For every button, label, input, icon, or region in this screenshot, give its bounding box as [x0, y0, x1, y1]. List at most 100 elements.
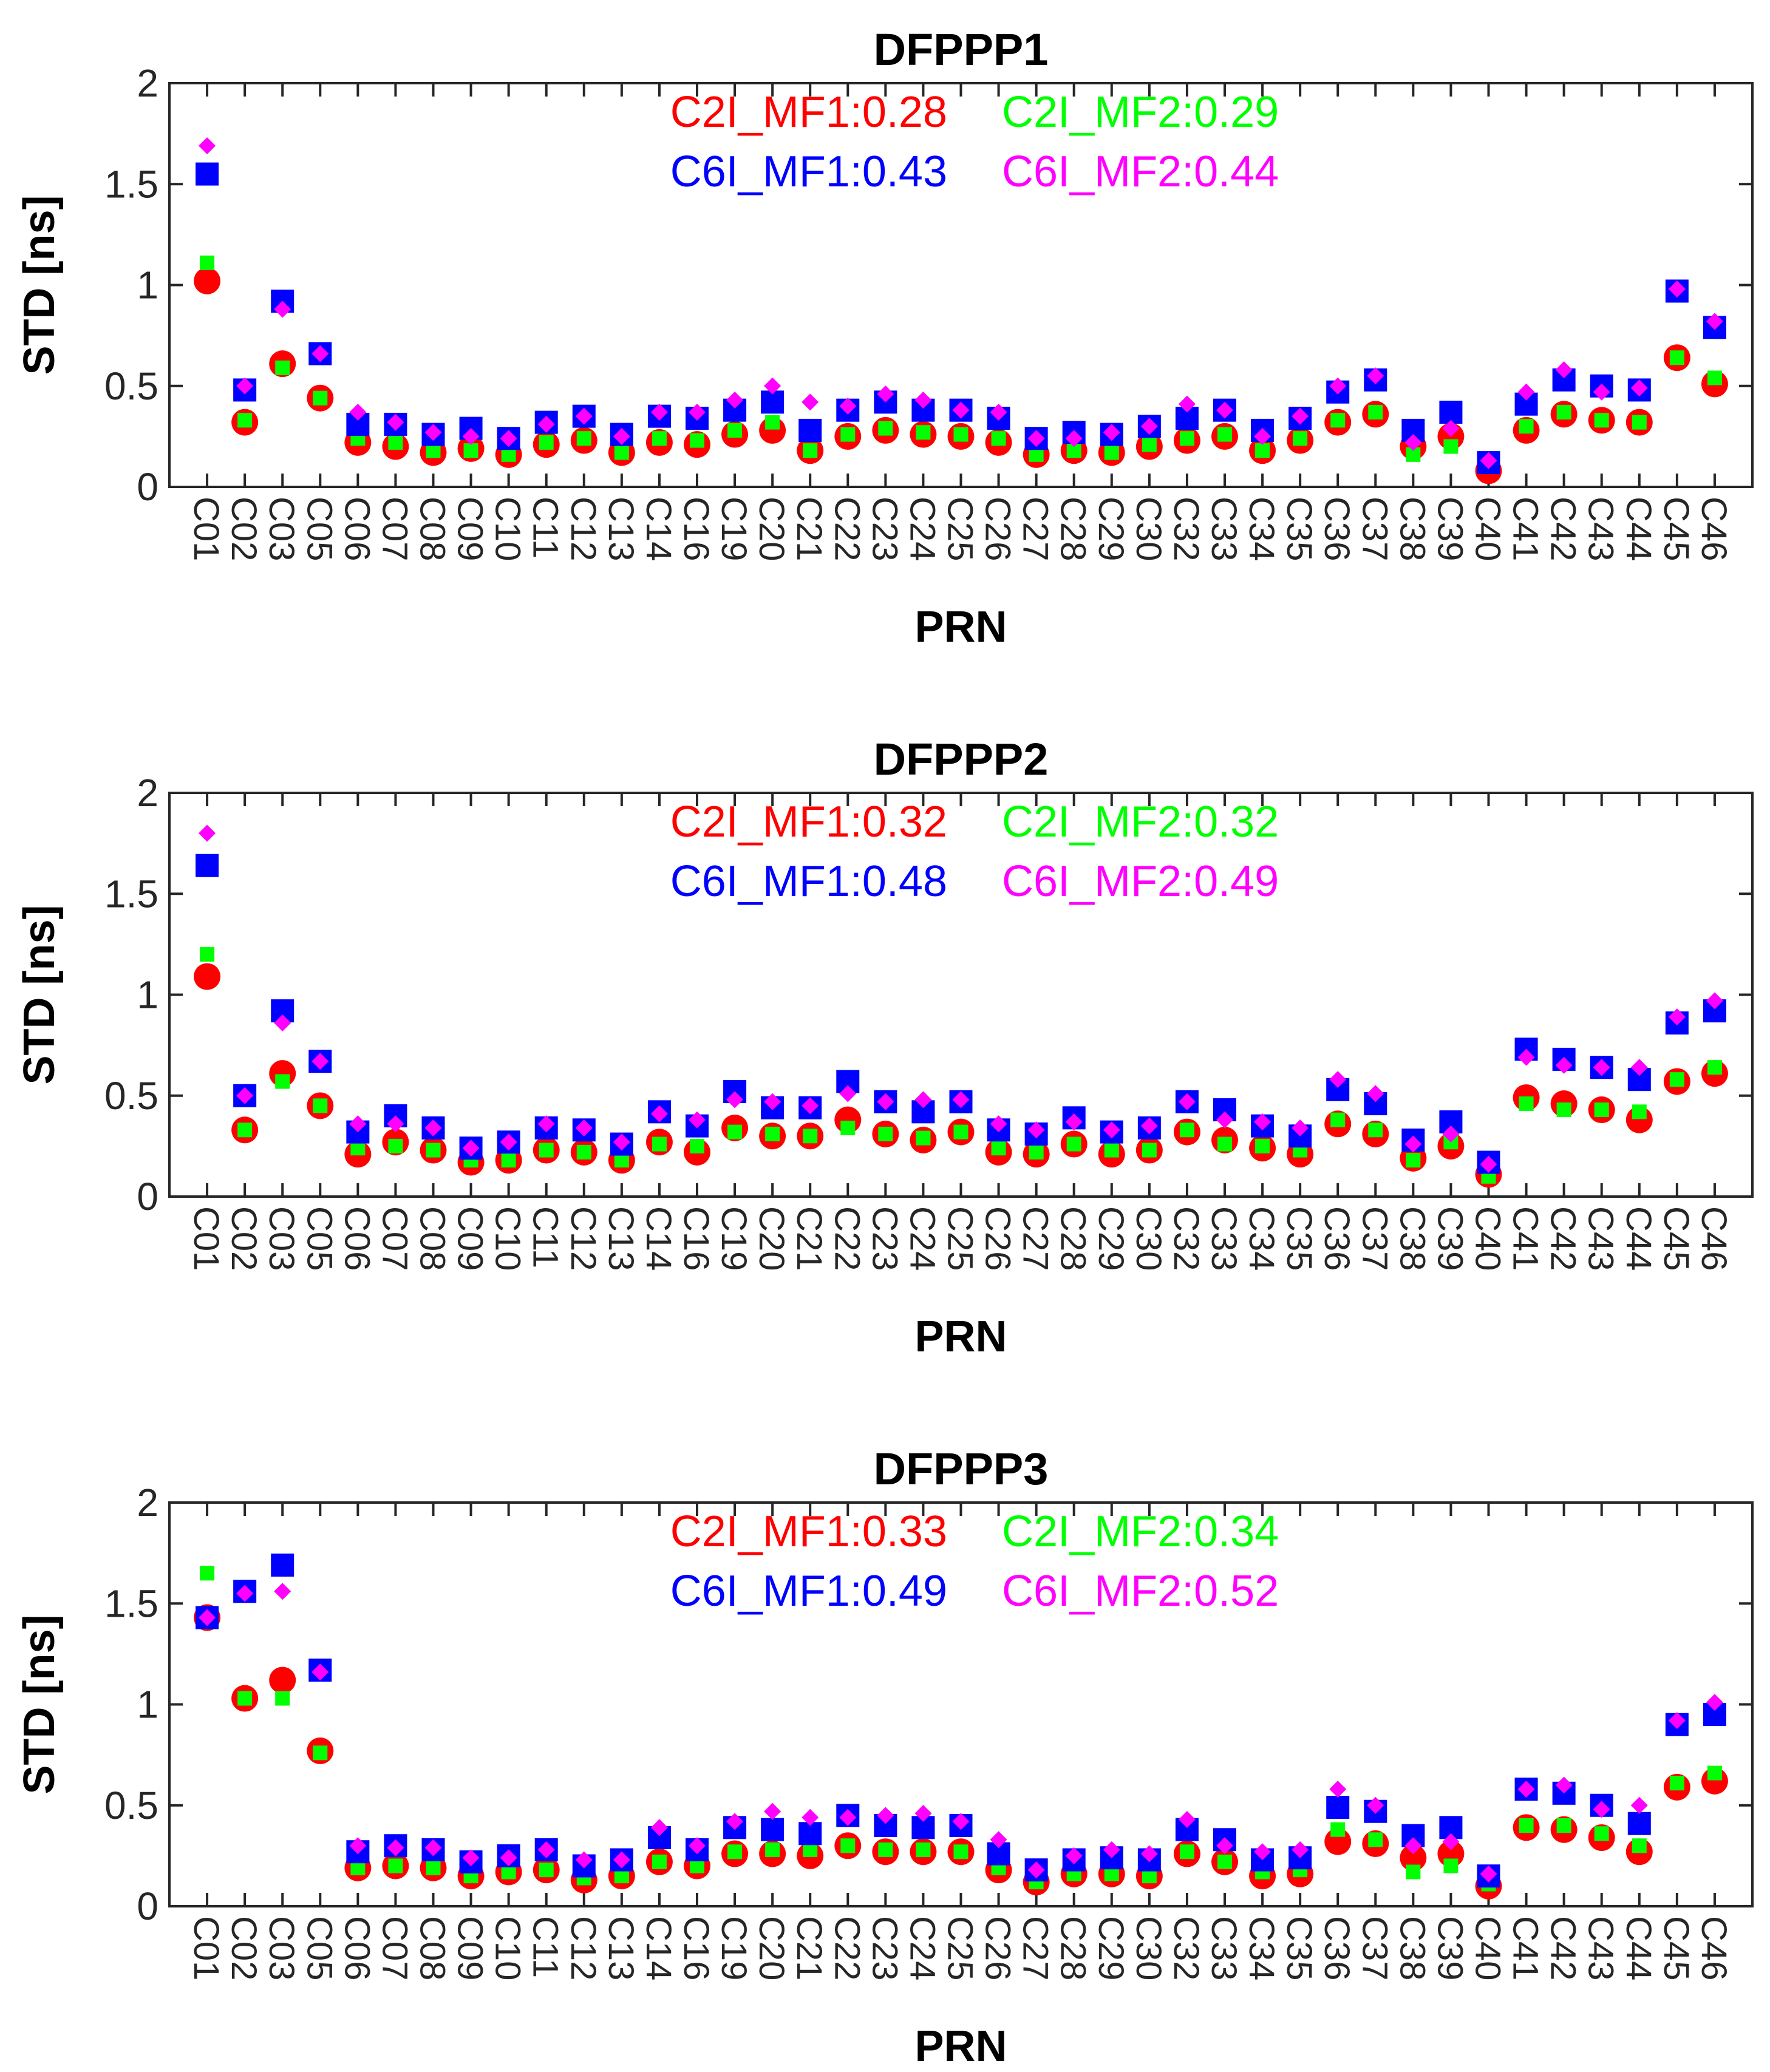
data-point-C2I_MF2-C20 — [765, 1126, 780, 1141]
data-point-C6I_MF2-C28 — [1065, 1113, 1083, 1130]
x-tick-label: C01 — [186, 497, 226, 561]
x-tick-label: C03 — [262, 1916, 301, 1980]
legend-entry-C6I_MF1: C6I_MF1:0.48 — [670, 857, 947, 906]
x-tick-label: C06 — [337, 1916, 376, 1980]
data-point-C6I_MF2-C12 — [575, 1119, 593, 1136]
data-point-C6I_MF2-C23 — [877, 386, 894, 403]
data-point-C6I_MF2-C16 — [689, 1111, 706, 1129]
data-point-C2I_MF2-C36 — [1330, 1112, 1346, 1127]
x-tick-label: C23 — [865, 497, 904, 561]
x-tick-label: C10 — [488, 1916, 528, 1980]
x-tick-label: C29 — [1091, 497, 1131, 561]
x-tick-label: C41 — [1506, 497, 1545, 561]
x-tick-label: C08 — [413, 497, 452, 561]
data-point-C6I_MF2-C09 — [462, 1140, 480, 1157]
x-tick-label: C34 — [1242, 497, 1281, 561]
data-point-C6I_MF2-C26 — [990, 1831, 1007, 1849]
data-point-C6I_MF2-C35 — [1292, 407, 1309, 425]
x-tick-label: C34 — [1242, 1916, 1281, 1980]
data-point-C6I_MF2-C40 — [1480, 1155, 1497, 1173]
data-point-C6I_MF1-C01 — [196, 854, 219, 877]
legend-entry-C2I_MF2: C2I_MF2:0.32 — [1002, 798, 1279, 846]
x-tick-label: C13 — [601, 1916, 641, 1980]
data-point-C6I_MF2-C08 — [424, 1839, 442, 1856]
data-point-C2I_MF2-C21 — [803, 443, 818, 458]
data-point-C6I_MF2-C39 — [1442, 419, 1460, 437]
data-point-C6I_MF2-C46 — [1706, 992, 1723, 1010]
data-point-C6I_MF2-C06 — [349, 403, 367, 421]
x-tick-label: C28 — [1053, 1916, 1093, 1980]
data-point-C2I_MF2-C44 — [1632, 415, 1647, 430]
data-point-C2I_MF2-C32 — [1179, 1844, 1194, 1860]
data-point-C2I_MF2-C33 — [1217, 1136, 1232, 1152]
data-point-C2I_MF2-C24 — [916, 1842, 931, 1857]
data-point-C2I_MF2-C01 — [200, 947, 215, 962]
data-point-C2I_MF2-C11 — [539, 1143, 554, 1158]
data-point-C2I_MF2-C24 — [916, 425, 931, 440]
x-axis-label: PRN — [914, 603, 1007, 651]
x-tick-label: C01 — [186, 1916, 226, 1980]
data-point-C6I_MF2-C34 — [1254, 427, 1271, 445]
data-point-C2I_MF2-C44 — [1632, 1838, 1647, 1853]
x-tick-label: C11 — [526, 497, 565, 559]
data-point-C2I_MF2-C01 — [200, 255, 215, 270]
data-point-C6I_MF2-C45 — [1668, 280, 1686, 298]
x-tick-label: C38 — [1392, 497, 1432, 561]
y-tick-label: 2 — [137, 1481, 158, 1524]
data-point-C6I_MF2-C46 — [1706, 313, 1723, 330]
data-point-C6I_MF1-C36 — [1326, 1796, 1350, 1819]
data-point-C6I_MF2-C27 — [1027, 1861, 1045, 1879]
x-tick-label: C21 — [789, 497, 829, 561]
x-tick-label: C45 — [1656, 1916, 1696, 1980]
data-point-C6I_MF2-C25 — [952, 401, 970, 419]
x-tick-label: C12 — [563, 1206, 603, 1271]
data-point-C2I_MF2-C03 — [275, 1691, 290, 1706]
data-point-C2I_MF2-C09 — [463, 443, 478, 458]
data-point-C6I_MF2-C01 — [199, 824, 216, 842]
y-axis-label: STD [ns] — [15, 905, 64, 1085]
x-tick-label: C25 — [941, 1206, 980, 1271]
x-tick-label: C07 — [375, 1916, 414, 1980]
data-point-C6I_MF2-C41 — [1517, 383, 1535, 401]
data-point-C2I_MF2-C36 — [1330, 1822, 1346, 1837]
y-tick-label: 0.5 — [104, 364, 158, 408]
x-tick-label: C07 — [375, 1206, 414, 1271]
data-point-C6I_MF2-C02 — [236, 377, 254, 395]
x-tick-label: C22 — [827, 1916, 866, 1980]
data-point-C6I_MF2-C23 — [877, 1093, 894, 1110]
x-tick-label: C42 — [1544, 1916, 1583, 1980]
x-tick-label: C27 — [1016, 1206, 1055, 1271]
y-tick-label: 0 — [137, 465, 158, 509]
y-axis-label: STD [ns] — [15, 1615, 64, 1795]
data-point-C2I_MF2-C11 — [539, 1863, 554, 1878]
legend-entry-C2I_MF1: C2I_MF1:0.28 — [670, 88, 947, 137]
x-tick-label: C23 — [865, 1206, 904, 1271]
x-tick-label: C24 — [902, 497, 942, 561]
data-point-C6I_MF2-C36 — [1329, 1071, 1347, 1089]
data-point-C6I_MF2-C38 — [1404, 433, 1422, 451]
x-tick-label: C41 — [1506, 1206, 1545, 1271]
x-tick-label: C27 — [1016, 1916, 1055, 1980]
data-point-C2I_MF2-C37 — [1368, 404, 1383, 419]
data-point-C2I_MF2-C38 — [1406, 1153, 1421, 1168]
data-point-C6I_MF2-C43 — [1593, 383, 1610, 401]
data-point-C2I_MF2-C46 — [1707, 1060, 1722, 1075]
x-tick-label: C39 — [1430, 497, 1469, 561]
x-tick-label: C38 — [1392, 1916, 1432, 1980]
data-point-C2I_MF2-C32 — [1179, 431, 1194, 446]
x-tick-label: C22 — [827, 497, 866, 561]
data-point-C6I_MF2-C19 — [726, 392, 744, 409]
data-point-C6I_MF2-C42 — [1555, 361, 1573, 379]
x-tick-label: C33 — [1204, 1916, 1244, 1980]
x-tick-label: C44 — [1619, 1916, 1658, 1980]
x-tick-label: C41 — [1506, 1916, 1545, 1980]
x-tick-label: C08 — [413, 1916, 452, 1980]
x-tick-label: C13 — [601, 497, 641, 561]
data-point-C6I_MF2-C01 — [199, 1609, 216, 1626]
data-point-C2I_MF2-C07 — [388, 1858, 403, 1873]
data-point-C6I_MF2-C30 — [1140, 1845, 1158, 1863]
data-point-C6I_MF2-C13 — [613, 427, 630, 445]
data-point-C2I_MF2-C41 — [1519, 1818, 1534, 1833]
data-point-C2I_MF1-C01 — [194, 963, 221, 990]
